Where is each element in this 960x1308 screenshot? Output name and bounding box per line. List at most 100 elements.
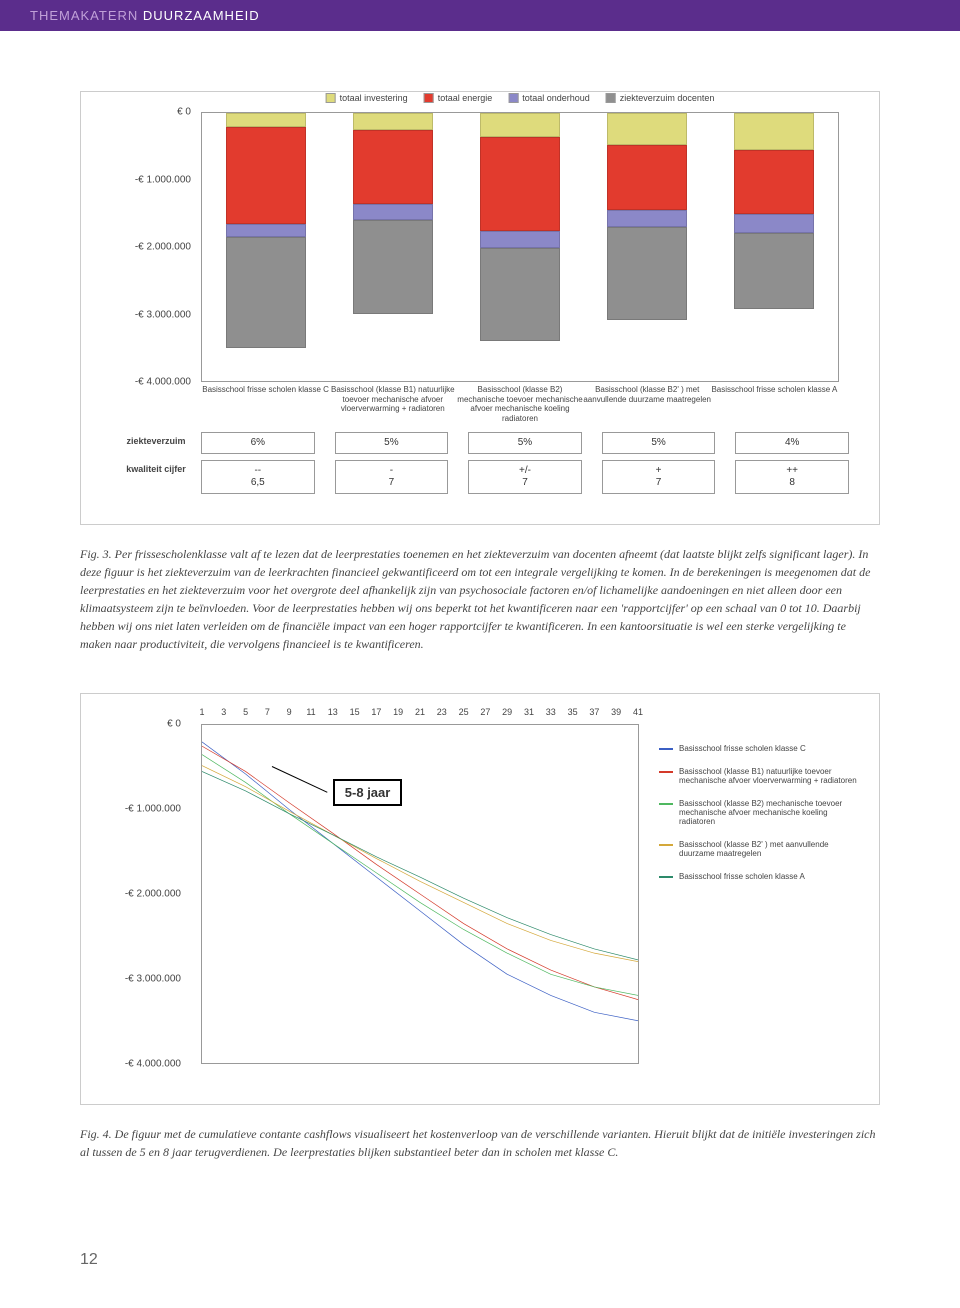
bar-column: Basisschool (klasse B1) natuurlijke toev… bbox=[353, 113, 433, 381]
x-axis-label: 35 bbox=[568, 707, 578, 717]
table-row: kwaliteit cijfer--6,5-7+/-7+7++8 bbox=[111, 460, 849, 494]
table-cell: 4% bbox=[735, 432, 849, 454]
x-axis-label: 15 bbox=[350, 707, 360, 717]
legend-item: Basisschool (klasse B2' ) met aanvullend… bbox=[659, 840, 859, 858]
x-axis-label: 5 bbox=[243, 707, 248, 717]
row-head: kwaliteit cijfer bbox=[111, 460, 201, 494]
x-axis-label: 13 bbox=[328, 707, 338, 717]
legend-swatch bbox=[659, 748, 673, 750]
legend-label: Basisschool (klasse B1) natuurlijke toev… bbox=[679, 767, 859, 785]
x-axis-label: 37 bbox=[589, 707, 599, 717]
page-number: 12 bbox=[0, 1231, 960, 1299]
legend-swatch bbox=[659, 771, 673, 773]
y-axis-label: -€ 1.000.000 bbox=[111, 174, 191, 185]
x-axis-label: 23 bbox=[437, 707, 447, 717]
series-line bbox=[202, 746, 638, 1000]
legend-item: totaal onderhoud bbox=[508, 93, 590, 103]
x-axis-label: 27 bbox=[480, 707, 490, 717]
legend-swatch bbox=[659, 803, 673, 805]
bar-column-label: Basisschool (klasse B2' ) met aanvullend… bbox=[582, 385, 712, 404]
x-axis-label: 21 bbox=[415, 707, 425, 717]
bar-segment bbox=[734, 113, 814, 150]
bar-segment bbox=[226, 127, 306, 225]
legend-item: ziekteverzuim docenten bbox=[606, 93, 715, 103]
header-bar: THEMAKATERN DUURZAAMHEID bbox=[0, 0, 960, 31]
bar-column-label: Basisschool (klasse B2) mechanische toev… bbox=[455, 385, 585, 423]
data-table: ziekteverzuim6%5%5%5%4%kwaliteit cijfer-… bbox=[111, 432, 849, 494]
legend-label: Basisschool (klasse B2' ) met aanvullend… bbox=[679, 840, 859, 858]
table-cell: 5% bbox=[468, 432, 582, 454]
bar-column: Basisschool frisse scholen klasse C bbox=[226, 113, 306, 381]
bar-column: Basisschool (klasse B2' ) met aanvullend… bbox=[607, 113, 687, 381]
legend-label: Basisschool frisse scholen klasse C bbox=[679, 744, 806, 753]
legend-item: Basisschool frisse scholen klasse A bbox=[659, 872, 859, 881]
bar-segment bbox=[353, 204, 433, 220]
bar-column-label: Basisschool (klasse B1) natuurlijke toev… bbox=[328, 385, 458, 414]
table-cell: -7 bbox=[335, 460, 449, 494]
bar-legend: totaal investering totaal energie totaal o… bbox=[318, 93, 723, 103]
x-axis-label: 7 bbox=[265, 707, 270, 717]
figure-3-frame: totaal investering totaal energie totaal o… bbox=[80, 91, 880, 525]
table-cell: +7 bbox=[602, 460, 716, 494]
series-line bbox=[202, 766, 638, 962]
x-axis-label: 25 bbox=[459, 707, 469, 717]
legend-swatch bbox=[606, 93, 616, 103]
legend-swatch bbox=[508, 93, 518, 103]
bar-segment bbox=[480, 231, 560, 248]
x-axis-label: 3 bbox=[221, 707, 226, 717]
figure-4-frame: 5-8 jaar 1357911131517192123252729313335… bbox=[80, 693, 880, 1105]
bar-chart: totaal investeringtotaal energietotaal o… bbox=[111, 112, 849, 422]
bar-segment bbox=[607, 113, 687, 145]
bar-segment bbox=[480, 113, 560, 137]
row-head: ziekteverzuim bbox=[111, 432, 201, 454]
header-light: THEMAKATERN bbox=[30, 8, 138, 23]
line-chart: 5-8 jaar 1357911131517192123252729313335… bbox=[101, 714, 859, 1074]
x-axis-label: 41 bbox=[633, 707, 643, 717]
legend-item: totaal energie bbox=[424, 93, 493, 103]
bar-segment bbox=[607, 145, 687, 209]
bar-column: Basisschool (klasse B2) mechanische toev… bbox=[480, 113, 560, 381]
table-cell: 6% bbox=[201, 432, 315, 454]
payback-annotation: 5-8 jaar bbox=[333, 779, 403, 806]
x-axis-label: 17 bbox=[371, 707, 381, 717]
legend-item: Basisschool (klasse B2) mechanische toev… bbox=[659, 799, 859, 826]
table-cell: ++8 bbox=[735, 460, 849, 494]
x-axis-label: 1 bbox=[199, 707, 204, 717]
legend-swatch bbox=[659, 876, 673, 878]
y-axis-label: € 0 bbox=[101, 719, 181, 730]
bar-segment bbox=[734, 233, 814, 309]
header-bold: DUURZAAMHEID bbox=[143, 8, 260, 23]
table-row: ziekteverzuim6%5%5%5%4% bbox=[111, 432, 849, 454]
y-axis-label: -€ 4.000.000 bbox=[101, 1059, 181, 1070]
series-line bbox=[202, 755, 638, 996]
legend-item: totaal investering bbox=[326, 93, 408, 103]
x-axis-label: 11 bbox=[306, 707, 315, 717]
legend-item: Basisschool (klasse B1) natuurlijke toev… bbox=[659, 767, 859, 785]
fig3-caption: Fig. 3. Per frissescholenklasse valt af … bbox=[80, 545, 880, 653]
series-legend: Basisschool frisse scholen klasse C Basis… bbox=[659, 744, 859, 895]
y-axis-label: € 0 bbox=[111, 107, 191, 118]
bar-segment bbox=[480, 248, 560, 341]
legend-swatch bbox=[326, 93, 336, 103]
y-axis-label: -€ 3.000.000 bbox=[101, 974, 181, 985]
table-cell: --6,5 bbox=[201, 460, 315, 494]
series-line bbox=[202, 771, 638, 959]
bar-column: Basisschool frisse scholen klasse A bbox=[734, 113, 814, 381]
legend-swatch bbox=[659, 844, 673, 846]
bar-segment bbox=[353, 113, 433, 130]
bar-segment bbox=[353, 130, 433, 204]
bar-segment bbox=[226, 113, 306, 127]
bar-column-label: Basisschool frisse scholen klasse C bbox=[201, 385, 331, 395]
bar-segment bbox=[734, 150, 814, 214]
bar-segment bbox=[480, 137, 560, 232]
x-axis-label: 29 bbox=[502, 707, 512, 717]
x-axis-label: 19 bbox=[393, 707, 403, 717]
legend-item: Basisschool frisse scholen klasse C bbox=[659, 744, 859, 753]
bar-column-label: Basisschool frisse scholen klasse A bbox=[709, 385, 839, 395]
x-axis-label: 31 bbox=[524, 707, 534, 717]
y-axis-label: -€ 4.000.000 bbox=[111, 377, 191, 388]
x-axis-label: 9 bbox=[287, 707, 292, 717]
legend-swatch bbox=[424, 93, 434, 103]
fig4-caption: Fig. 4. De figuur met de cumulatieve con… bbox=[80, 1125, 880, 1161]
y-axis-label: -€ 3.000.000 bbox=[111, 309, 191, 320]
